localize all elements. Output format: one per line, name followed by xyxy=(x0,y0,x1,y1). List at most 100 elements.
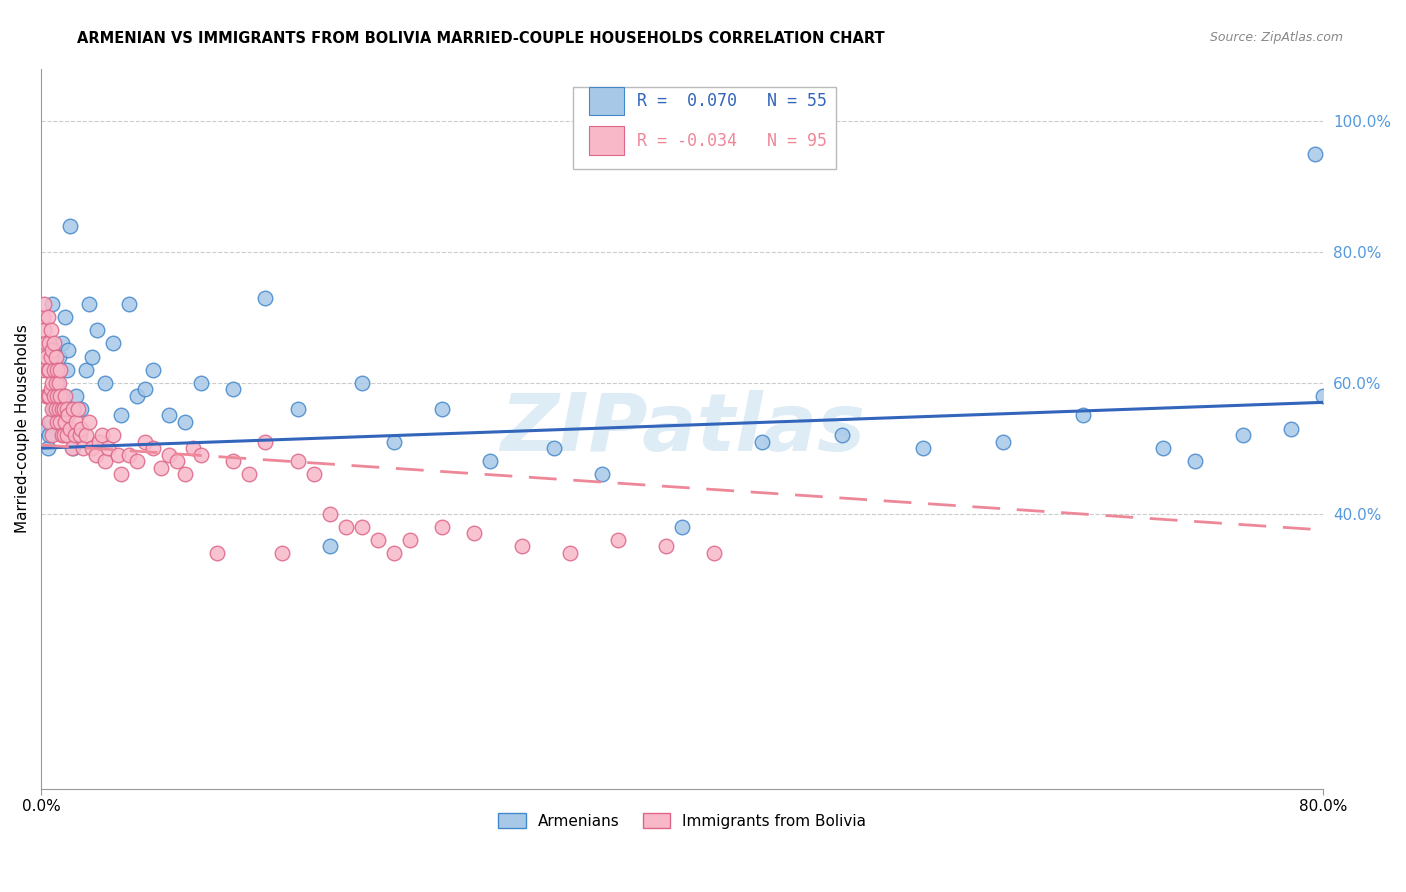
Point xyxy=(69,428,91,442)
Point xyxy=(41,401,63,416)
Point xyxy=(350,519,373,533)
Point xyxy=(91,428,114,442)
FancyBboxPatch shape xyxy=(574,87,837,169)
Point xyxy=(59,421,82,435)
Point xyxy=(831,428,853,442)
Point xyxy=(58,343,80,357)
Point xyxy=(62,401,84,416)
Point xyxy=(34,323,56,337)
Point xyxy=(37,362,59,376)
Point xyxy=(44,350,66,364)
Point xyxy=(37,441,59,455)
Point xyxy=(39,382,62,396)
Point xyxy=(44,389,66,403)
Point xyxy=(51,428,73,442)
Point xyxy=(318,539,340,553)
Point xyxy=(270,546,292,560)
Point xyxy=(66,401,89,416)
Point xyxy=(166,454,188,468)
Point xyxy=(34,362,56,376)
Point xyxy=(671,519,693,533)
Point xyxy=(75,428,97,442)
Point xyxy=(350,376,373,390)
Point xyxy=(52,428,75,442)
Point xyxy=(157,448,180,462)
Point xyxy=(127,389,149,403)
Point xyxy=(134,382,156,396)
Point xyxy=(48,401,70,416)
Point xyxy=(118,297,141,311)
Point xyxy=(103,336,125,351)
Point xyxy=(110,467,132,482)
Point xyxy=(60,441,83,455)
Point xyxy=(1071,409,1094,423)
Point xyxy=(84,448,107,462)
Point xyxy=(118,448,141,462)
Point xyxy=(53,389,76,403)
Text: ARMENIAN VS IMMIGRANTS FROM BOLIVIA MARRIED-COUPLE HOUSEHOLDS CORRELATION CHART: ARMENIAN VS IMMIGRANTS FROM BOLIVIA MARR… xyxy=(77,31,884,46)
Point xyxy=(39,350,62,364)
Point xyxy=(52,401,75,416)
Point xyxy=(222,454,245,468)
Point xyxy=(238,467,260,482)
Point xyxy=(1184,454,1206,468)
Point xyxy=(1232,428,1254,442)
Point xyxy=(94,454,117,468)
Point xyxy=(41,297,63,311)
Point xyxy=(478,454,501,468)
Point xyxy=(1279,421,1302,435)
Point xyxy=(94,376,117,390)
Point xyxy=(222,382,245,396)
Point xyxy=(46,415,69,429)
Text: Source: ZipAtlas.com: Source: ZipAtlas.com xyxy=(1209,31,1343,45)
Point xyxy=(38,415,60,429)
Point xyxy=(367,533,389,547)
Point xyxy=(183,441,205,455)
Point xyxy=(103,428,125,442)
Point xyxy=(37,389,59,403)
Point xyxy=(463,526,485,541)
Point xyxy=(174,467,197,482)
Point xyxy=(55,362,77,376)
Point xyxy=(134,434,156,449)
Point xyxy=(655,539,678,553)
Point xyxy=(35,421,58,435)
Point xyxy=(254,434,277,449)
Point xyxy=(51,401,73,416)
Point xyxy=(1152,441,1174,455)
Point xyxy=(65,389,87,403)
Point xyxy=(430,519,453,533)
Point xyxy=(174,415,197,429)
FancyBboxPatch shape xyxy=(589,126,624,155)
Point xyxy=(37,310,59,325)
Point xyxy=(87,434,110,449)
Point xyxy=(55,428,77,442)
Point xyxy=(31,310,53,325)
Point xyxy=(82,350,104,364)
Point xyxy=(207,546,229,560)
Point xyxy=(44,401,66,416)
Text: ZIPatlas: ZIPatlas xyxy=(499,390,865,467)
Point xyxy=(34,297,56,311)
Point xyxy=(75,362,97,376)
Point xyxy=(35,336,58,351)
Point xyxy=(142,441,165,455)
Point xyxy=(543,441,565,455)
Point xyxy=(190,376,212,390)
Point xyxy=(46,376,69,390)
Point xyxy=(142,362,165,376)
Point xyxy=(49,362,72,376)
Point xyxy=(46,362,69,376)
Point xyxy=(382,434,405,449)
Point xyxy=(430,401,453,416)
FancyBboxPatch shape xyxy=(589,87,624,115)
Point xyxy=(38,389,60,403)
Point xyxy=(41,428,63,442)
Point xyxy=(287,401,309,416)
Point xyxy=(77,297,100,311)
Point xyxy=(107,448,129,462)
Point xyxy=(55,401,77,416)
Point xyxy=(41,343,63,357)
Point xyxy=(77,415,100,429)
Point xyxy=(751,434,773,449)
